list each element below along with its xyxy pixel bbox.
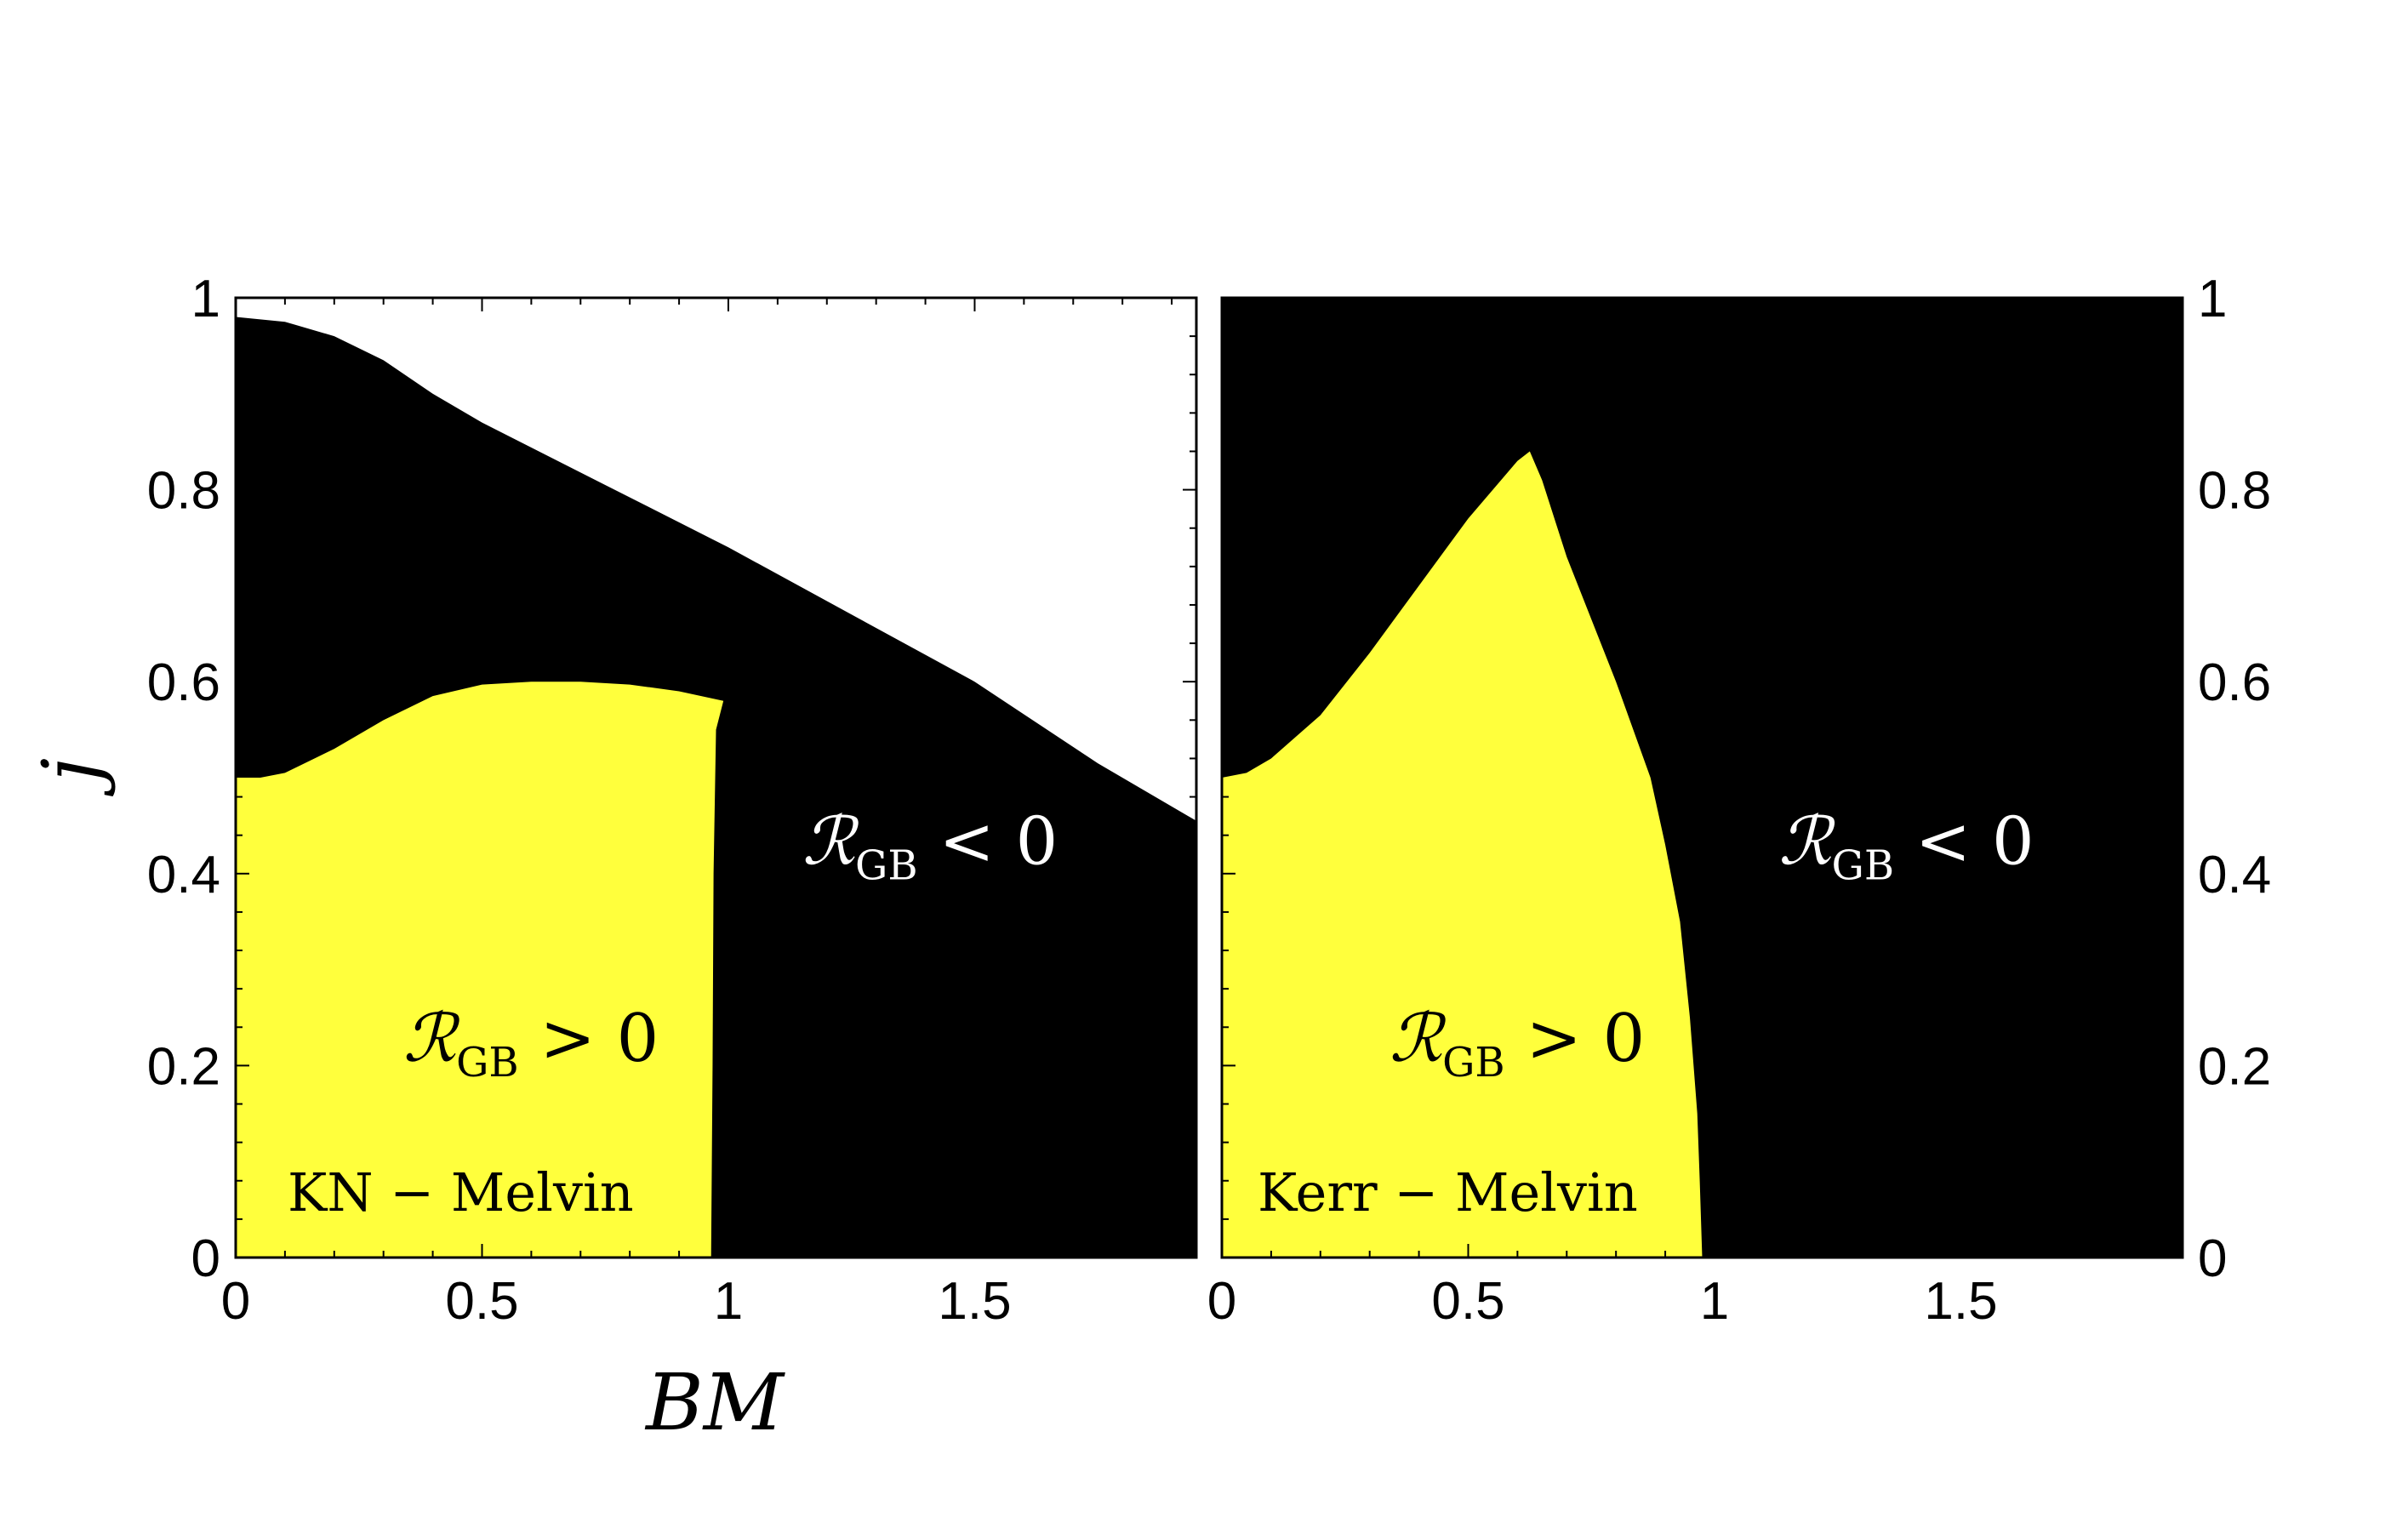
left-negative-label-relation: < 0 — [918, 804, 1059, 881]
left-positive-label-relation: > 0 — [519, 1001, 659, 1077]
right-negative-label-relation: < 0 — [1894, 804, 2034, 881]
left-y-tick-label: 0.4 — [147, 846, 220, 904]
right-negative-region-label: ℛGB < 0 — [1778, 804, 2034, 890]
left-panel-label: KN − Melvin — [288, 1161, 634, 1223]
left-x-tick-label: 1.5 — [938, 1272, 1011, 1331]
left-y-tick-label: 0.8 — [147, 462, 220, 521]
right-positive-label-relation: > 0 — [1505, 1001, 1646, 1077]
left-positive-label-subscript: GB — [456, 1039, 519, 1087]
right-y-tick-label: 0.4 — [2198, 846, 2271, 904]
right-negative-label-symbol: ℛ — [1778, 804, 1835, 881]
right-y-tick-label: 0.2 — [2198, 1037, 2271, 1096]
right-y-tick-label: 0.8 — [2198, 462, 2271, 521]
left-y-tick-label: 0.2 — [147, 1037, 220, 1096]
left-positive-region-label: ℛGB > 0 — [403, 1001, 659, 1087]
left-negative-label-symbol: ℛ — [802, 804, 859, 881]
left-ticks: 0 0.5 1 1.5 0 0.2 0.4 0.6 0.8 1 — [147, 270, 1196, 1331]
left-y-tick-label: 0 — [191, 1229, 220, 1288]
right-positive-label-subscript: GB — [1442, 1039, 1505, 1087]
right-positive-label-symbol: ℛ — [1390, 1001, 1447, 1077]
left-frame — [234, 296, 1198, 1259]
right-x-tick-label: 0 — [1207, 1272, 1236, 1331]
right-positive-region — [1222, 451, 1703, 1258]
right-y-tick-label: 0 — [2198, 1229, 2227, 1288]
x-axis-title: BM — [644, 1357, 786, 1448]
right-frame — [1220, 296, 2184, 1259]
left-negative-label-subscript: GB — [855, 842, 918, 890]
left-positive-region — [236, 682, 724, 1258]
left-negative-region-label: ℛGB < 0 — [802, 804, 1058, 890]
left-x-tick-label: 1 — [714, 1272, 743, 1331]
left-x-tick-label: 0.5 — [445, 1272, 518, 1331]
right-negative-label-subscript: GB — [1831, 842, 1894, 890]
right-y-tick-label: 0.6 — [2198, 653, 2271, 712]
right-x-tick-label: 0.5 — [1431, 1272, 1504, 1331]
right-y-tick-label: 1 — [2198, 270, 2227, 328]
right-x-tick-label: 1.5 — [1924, 1272, 1997, 1331]
right-panel-label: Kerr − Melvin — [1258, 1161, 1638, 1223]
right-ticks: 0 0.5 1 1.5 0 0.2 0.4 0.6 0.8 1 — [1207, 270, 2271, 1331]
left-positive-label-symbol: ℛ — [403, 1001, 460, 1077]
right-positive-region-label: ℛGB > 0 — [1390, 1001, 1645, 1087]
right-x-tick-label: 1 — [1700, 1272, 1729, 1331]
left-x-tick-label: 0 — [221, 1272, 250, 1331]
left-y-tick-label: 0.6 — [147, 653, 220, 712]
y-axis-title: j — [26, 758, 117, 797]
left-y-tick-label: 1 — [191, 270, 220, 328]
